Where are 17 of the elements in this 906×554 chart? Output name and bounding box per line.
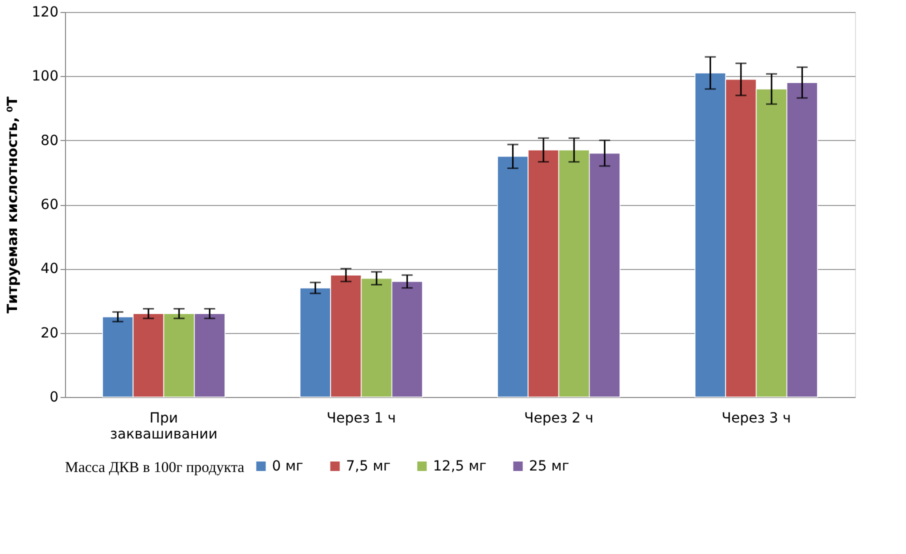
- y-tick-label: 0: [50, 390, 58, 406]
- legend-label: 0 мг: [272, 458, 304, 474]
- y-tick-label: 60: [40, 197, 58, 213]
- y-tick-label: 80: [40, 132, 58, 149]
- x-tick-label: При заквашивании: [110, 410, 218, 442]
- legend-title: Масса ДКВ в 100г продукта: [65, 460, 245, 476]
- y-tick-label: 120: [32, 4, 58, 20]
- x-tick-label: Через 1 ч: [326, 410, 396, 426]
- y-tick-label: 40: [40, 261, 58, 278]
- y-axis-title: Титруемая кислотность, ⁰Т: [4, 96, 21, 314]
- y-tick-label: 20: [40, 325, 58, 342]
- legend-label: 25 мг: [529, 458, 570, 474]
- x-tick-label: Через 2 ч: [524, 410, 594, 426]
- legend-label: 12,5 мг: [433, 458, 487, 474]
- legend-label: 7,5 мг: [346, 458, 391, 474]
- y-tick-label: 100: [32, 68, 58, 85]
- x-tick-label: Через 3 ч: [722, 410, 791, 426]
